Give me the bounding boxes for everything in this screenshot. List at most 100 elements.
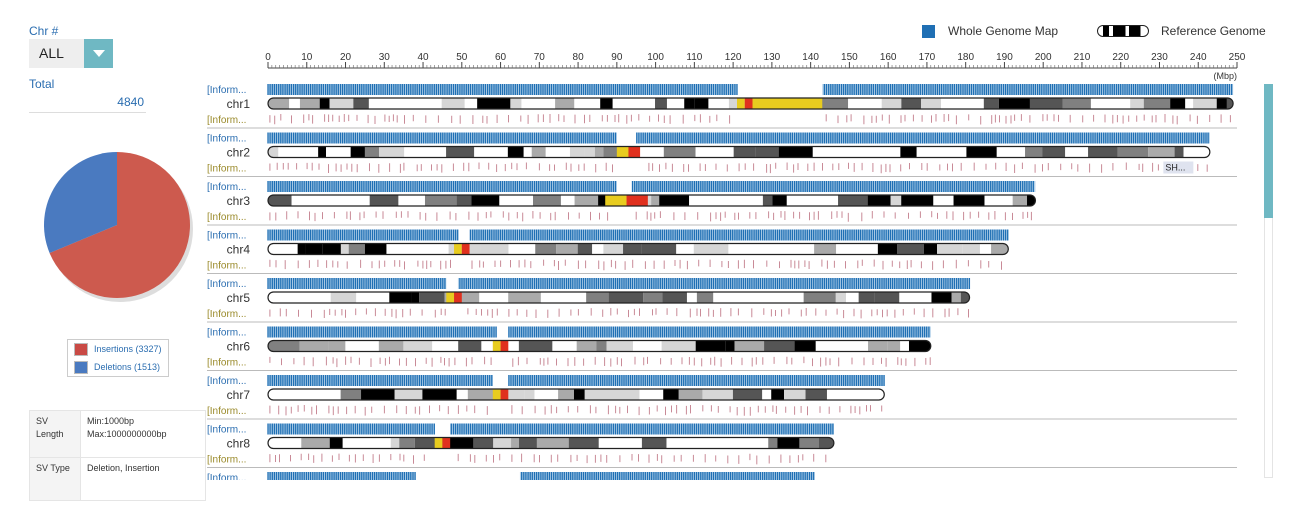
info-link[interactable]: [Inform... bbox=[207, 231, 246, 242]
whole-genome-map-track bbox=[267, 472, 815, 480]
cytoband bbox=[762, 195, 773, 206]
info-link[interactable]: [Inform... bbox=[207, 279, 246, 290]
axis-tick-label: 150 bbox=[841, 52, 858, 63]
cytoband bbox=[458, 340, 482, 352]
chromosome-select[interactable]: ALL bbox=[29, 39, 113, 68]
ideogram-base bbox=[268, 486, 815, 497]
chromosome-row-chr8: [Inform...chr8[Inform... bbox=[207, 423, 1237, 468]
info-link[interactable]: [Inform... bbox=[207, 425, 246, 436]
cytoband bbox=[419, 292, 445, 303]
ideogram-bands bbox=[268, 486, 815, 497]
chromosome-row-chr5: [Inform...chr5[Inform... bbox=[207, 278, 1237, 323]
info-link[interactable]: [Inform... bbox=[207, 182, 246, 193]
pie-slice-insertions[interactable] bbox=[49, 152, 190, 298]
centromere-band bbox=[442, 437, 451, 449]
chevron-down-icon[interactable] bbox=[84, 39, 113, 68]
cytoband bbox=[777, 437, 800, 449]
info-link-sv[interactable]: [Inform... bbox=[207, 406, 246, 417]
axis-tick-label: 250 bbox=[1229, 52, 1246, 63]
criteria-key: SV Length bbox=[29, 410, 81, 458]
chromosome-ideogram[interactable] bbox=[267, 436, 838, 450]
legend-item-insertions[interactable]: Insertions (3327) bbox=[68, 340, 168, 358]
pie-slice-deletions[interactable] bbox=[43, 152, 117, 253]
info-link-sv[interactable]: [Inform... bbox=[207, 358, 246, 369]
scrollbar-thumb[interactable] bbox=[1264, 84, 1273, 218]
whole-genome-map-track bbox=[267, 84, 1234, 95]
cytoband bbox=[436, 486, 455, 497]
cytoband bbox=[596, 340, 607, 352]
chromosome-name: chr2 bbox=[227, 146, 251, 160]
chromosome-ideogram[interactable] bbox=[267, 388, 885, 401]
chromosome-name: chr5 bbox=[227, 291, 251, 305]
sv-type-pie-chart bbox=[43, 152, 193, 302]
cytoband bbox=[574, 195, 599, 206]
chromosome-row-chr2: [Inform...chr2[Inform... SH... bbox=[207, 132, 1237, 177]
info-link-sv[interactable]: [Inform... bbox=[207, 164, 246, 175]
ideogram-outline bbox=[267, 97, 1234, 110]
cytoband bbox=[799, 437, 820, 449]
info-link-sv[interactable]: [Inform... bbox=[207, 212, 246, 223]
chromosome-ideogram[interactable] bbox=[267, 339, 941, 353]
chromosome-ideogram[interactable] bbox=[267, 291, 976, 304]
info-link-sv[interactable]: [Inform... bbox=[207, 455, 246, 466]
cytoband bbox=[1027, 195, 1036, 206]
cytoband bbox=[764, 340, 795, 352]
centromere-band bbox=[454, 243, 462, 255]
chromosome-row-chr9: [Inform...chr9[Inform... bbox=[207, 472, 815, 511]
sv-track[interactable] bbox=[269, 211, 1032, 222]
chromosome-ideogram[interactable] bbox=[267, 145, 1211, 159]
map-track-bg bbox=[268, 229, 1009, 241]
chromosome-ideogram[interactable] bbox=[267, 194, 1042, 207]
chromosome-ideogram[interactable] bbox=[267, 97, 1247, 110]
sv-track[interactable] bbox=[269, 114, 1231, 125]
axis-tick-label: 120 bbox=[725, 52, 742, 63]
total-label: Total bbox=[29, 77, 55, 91]
info-link[interactable]: [Inform... bbox=[207, 85, 246, 96]
axis-tick-label: 100 bbox=[647, 52, 664, 63]
cytoband bbox=[467, 389, 496, 400]
deletions-swatch bbox=[74, 360, 88, 374]
info-link-sv[interactable]: [Inform... bbox=[207, 261, 246, 272]
sv-track[interactable] bbox=[269, 308, 969, 319]
cytoband bbox=[584, 389, 611, 400]
sv-track[interactable] bbox=[269, 259, 1002, 271]
cytoband bbox=[1193, 98, 1217, 109]
cytoband bbox=[510, 98, 522, 109]
cytoband bbox=[901, 98, 922, 109]
chromosome-ideogram[interactable] bbox=[267, 242, 1013, 256]
legend-item-deletions[interactable]: Deletions (1513) bbox=[68, 358, 168, 376]
axis-tick-label: 80 bbox=[573, 52, 585, 63]
insertions-swatch bbox=[74, 342, 88, 356]
sv-track[interactable] bbox=[269, 162, 1208, 174]
cytoband bbox=[329, 437, 343, 449]
cytoband bbox=[600, 98, 613, 109]
info-link[interactable]: [Inform... bbox=[207, 328, 246, 339]
info-link-sv[interactable]: [Inform... bbox=[207, 503, 246, 511]
map-signal bbox=[267, 326, 930, 338]
axis-tick-label: 90 bbox=[611, 52, 623, 63]
chromosome-ideogram[interactable] bbox=[268, 486, 815, 497]
info-link[interactable]: [Inform... bbox=[207, 134, 246, 145]
ideogram-bands bbox=[268, 389, 885, 400]
centromere-band bbox=[500, 389, 509, 400]
cytoband bbox=[1143, 98, 1171, 109]
info-link[interactable]: [Inform... bbox=[207, 473, 246, 484]
cytoband bbox=[533, 195, 561, 206]
centromere-band bbox=[616, 146, 629, 158]
cytoband bbox=[641, 437, 667, 449]
sv-callout-label[interactable]: SH... bbox=[1165, 163, 1185, 173]
cytoband bbox=[301, 437, 330, 449]
sv-track[interactable] bbox=[269, 356, 931, 368]
chromosome-select-value[interactable]: ALL bbox=[29, 39, 84, 68]
sv-track[interactable] bbox=[269, 453, 827, 465]
info-link[interactable]: [Inform... bbox=[207, 376, 246, 387]
map-gap bbox=[415, 472, 520, 480]
cytoband bbox=[422, 389, 457, 400]
info-link-sv[interactable]: [Inform... bbox=[207, 115, 246, 126]
sv-track[interactable] bbox=[269, 405, 883, 416]
info-link-sv[interactable]: [Inform... bbox=[207, 309, 246, 320]
sv-track[interactable] bbox=[270, 502, 809, 511]
chromosome-row-chr4: [Inform...chr4[Inform... bbox=[207, 229, 1237, 274]
axis-tick-label: 180 bbox=[957, 52, 974, 63]
chromosome-name: chr9 bbox=[227, 485, 251, 499]
